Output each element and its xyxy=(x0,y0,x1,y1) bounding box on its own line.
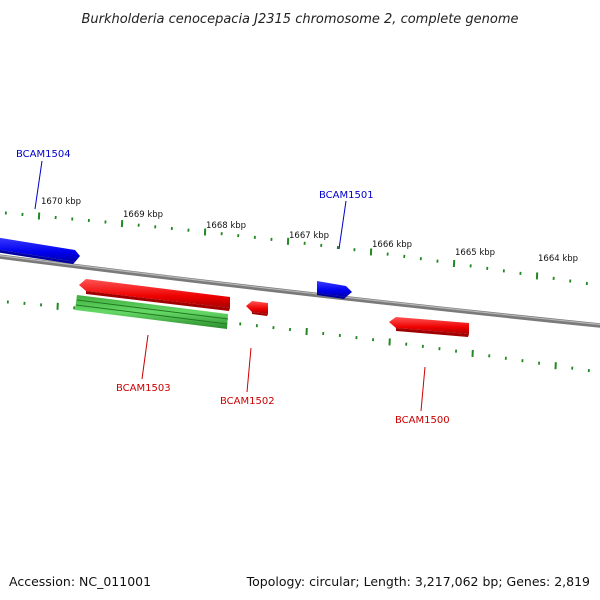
gene-label-BCAM1503[interactable]: BCAM1503 xyxy=(116,383,171,394)
outer-tick-ruler xyxy=(4,211,588,286)
gene-BCAM1503[interactable] xyxy=(79,279,230,311)
gene-label-BCAM1501[interactable]: BCAM1501 xyxy=(319,190,374,201)
ruler-label-1666: 1666 kbp xyxy=(372,240,412,250)
accession-text: Accession: NC_011001 xyxy=(9,574,152,589)
leader-BCAM1502 xyxy=(246,347,252,393)
gene-BCAM1501[interactable] xyxy=(317,281,352,299)
gene-label-BCAM1502[interactable]: BCAM1502 xyxy=(220,396,275,407)
gene-leader-lines xyxy=(34,160,426,412)
gene-BCAM1502[interactable] xyxy=(246,301,268,316)
ruler-label-1670: 1670 kbp xyxy=(41,197,81,207)
ruler-labels: 1670 kbp 1669 kbp 1668 kbp 1667 kbp 1666… xyxy=(41,197,578,264)
gene-labels: BCAM1504 BCAM1501 BCAM1503 BCAM1502 BCAM… xyxy=(16,149,450,426)
ruler-label-1665: 1665 kbp xyxy=(455,248,495,258)
genome-summary-text: Topology: circular; Length: 3,217,062 bp… xyxy=(246,574,590,589)
ruler-label-1664: 1664 kbp xyxy=(538,254,578,264)
gene-BCAM1500[interactable] xyxy=(389,317,469,337)
gene-label-BCAM1504[interactable]: BCAM1504 xyxy=(16,149,71,160)
gene-label-BCAM1500[interactable]: BCAM1500 xyxy=(395,415,450,426)
ruler-label-1667: 1667 kbp xyxy=(289,231,329,241)
leader-BCAM1500 xyxy=(420,366,426,412)
gene-rna-feature[interactable] xyxy=(75,295,229,329)
leader-BCAM1503 xyxy=(141,334,149,380)
chromosome-backbone xyxy=(0,254,600,328)
leader-BCAM1504 xyxy=(34,160,43,210)
ruler-label-1668: 1668 kbp xyxy=(206,221,246,231)
map-title: Burkholderia cenocepacia J2315 chromosom… xyxy=(81,12,518,27)
ruler-label-1669: 1669 kbp xyxy=(123,210,163,220)
leader-BCAM1501 xyxy=(338,200,347,250)
gene-BCAM1504[interactable] xyxy=(0,237,80,264)
